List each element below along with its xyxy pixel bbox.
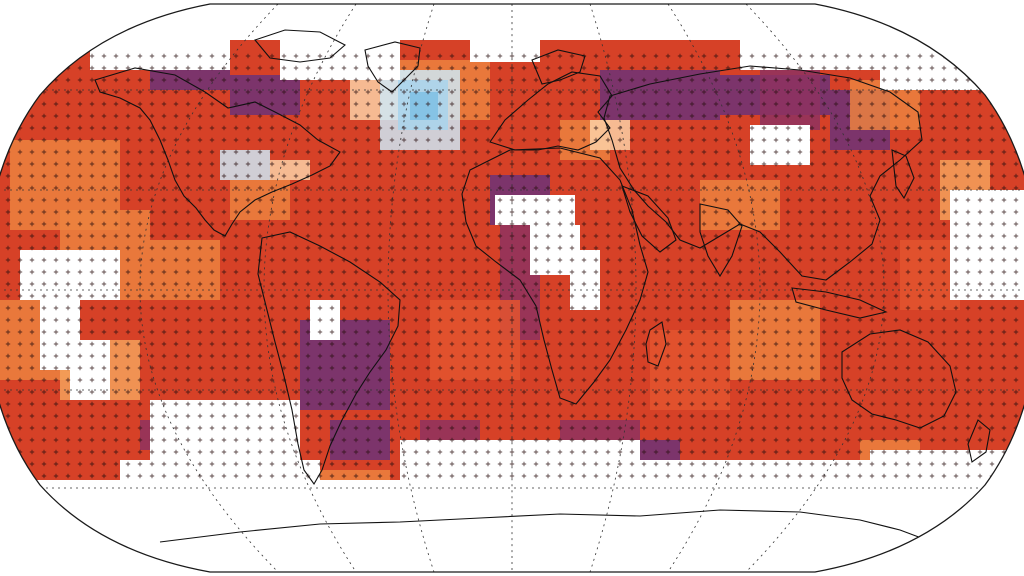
no-data-region	[470, 32, 540, 62]
coastline-south-america	[257, 231, 401, 486]
anomaly-cell-orange	[150, 240, 220, 300]
no-data-region	[400, 440, 640, 480]
anomaly-cell-red-orange	[430, 300, 520, 380]
coastline-europe	[489, 71, 613, 151]
anomaly-cell-purple	[600, 70, 720, 120]
no-data-region	[90, 40, 230, 70]
no-data-region	[310, 300, 340, 340]
no-data-region	[570, 250, 600, 310]
anomaly-cell-purple	[230, 75, 300, 115]
no-data-region	[150, 400, 300, 470]
graticule-meridian	[263, 4, 357, 572]
coastline-arabia	[621, 185, 677, 253]
no-data-region	[740, 40, 880, 70]
coastline-scandinavia	[531, 49, 586, 85]
coastline-arctic-islands	[254, 29, 346, 63]
anomaly-cell-orange	[730, 300, 820, 380]
coastline-new-zealand	[967, 419, 991, 463]
anomaly-cell-cool-strong	[410, 92, 438, 120]
anomaly-cell-red-orange	[650, 330, 730, 410]
coastline-greenland	[364, 41, 421, 93]
coastline-japan	[891, 149, 915, 200]
coastline-antarctica	[159, 509, 941, 546]
coastline-india	[699, 203, 743, 278]
graticule-meridian	[667, 4, 761, 572]
coastline-indonesia	[791, 287, 888, 319]
globe-outline	[0, 3, 1024, 573]
coastline-north-america	[94, 67, 341, 237]
graticule-meridian	[589, 4, 637, 572]
no-data-region	[880, 40, 1020, 90]
graticule-meridian	[745, 4, 885, 572]
no-data-region	[280, 40, 400, 80]
coastline-australia	[841, 329, 957, 429]
coastline-madagascar	[645, 321, 667, 367]
no-data-region	[950, 190, 1024, 300]
no-data-region	[750, 125, 810, 165]
anomaly-cell-purple-red	[760, 70, 820, 130]
coastlines	[94, 29, 991, 546]
coastline-asia	[603, 65, 923, 281]
anomaly-cell-cool-light	[220, 150, 270, 180]
graticule-meridian	[139, 4, 279, 572]
anomaly-cell-pale	[270, 160, 310, 180]
no-data-region	[495, 195, 575, 225]
coastline-africa	[461, 147, 649, 405]
